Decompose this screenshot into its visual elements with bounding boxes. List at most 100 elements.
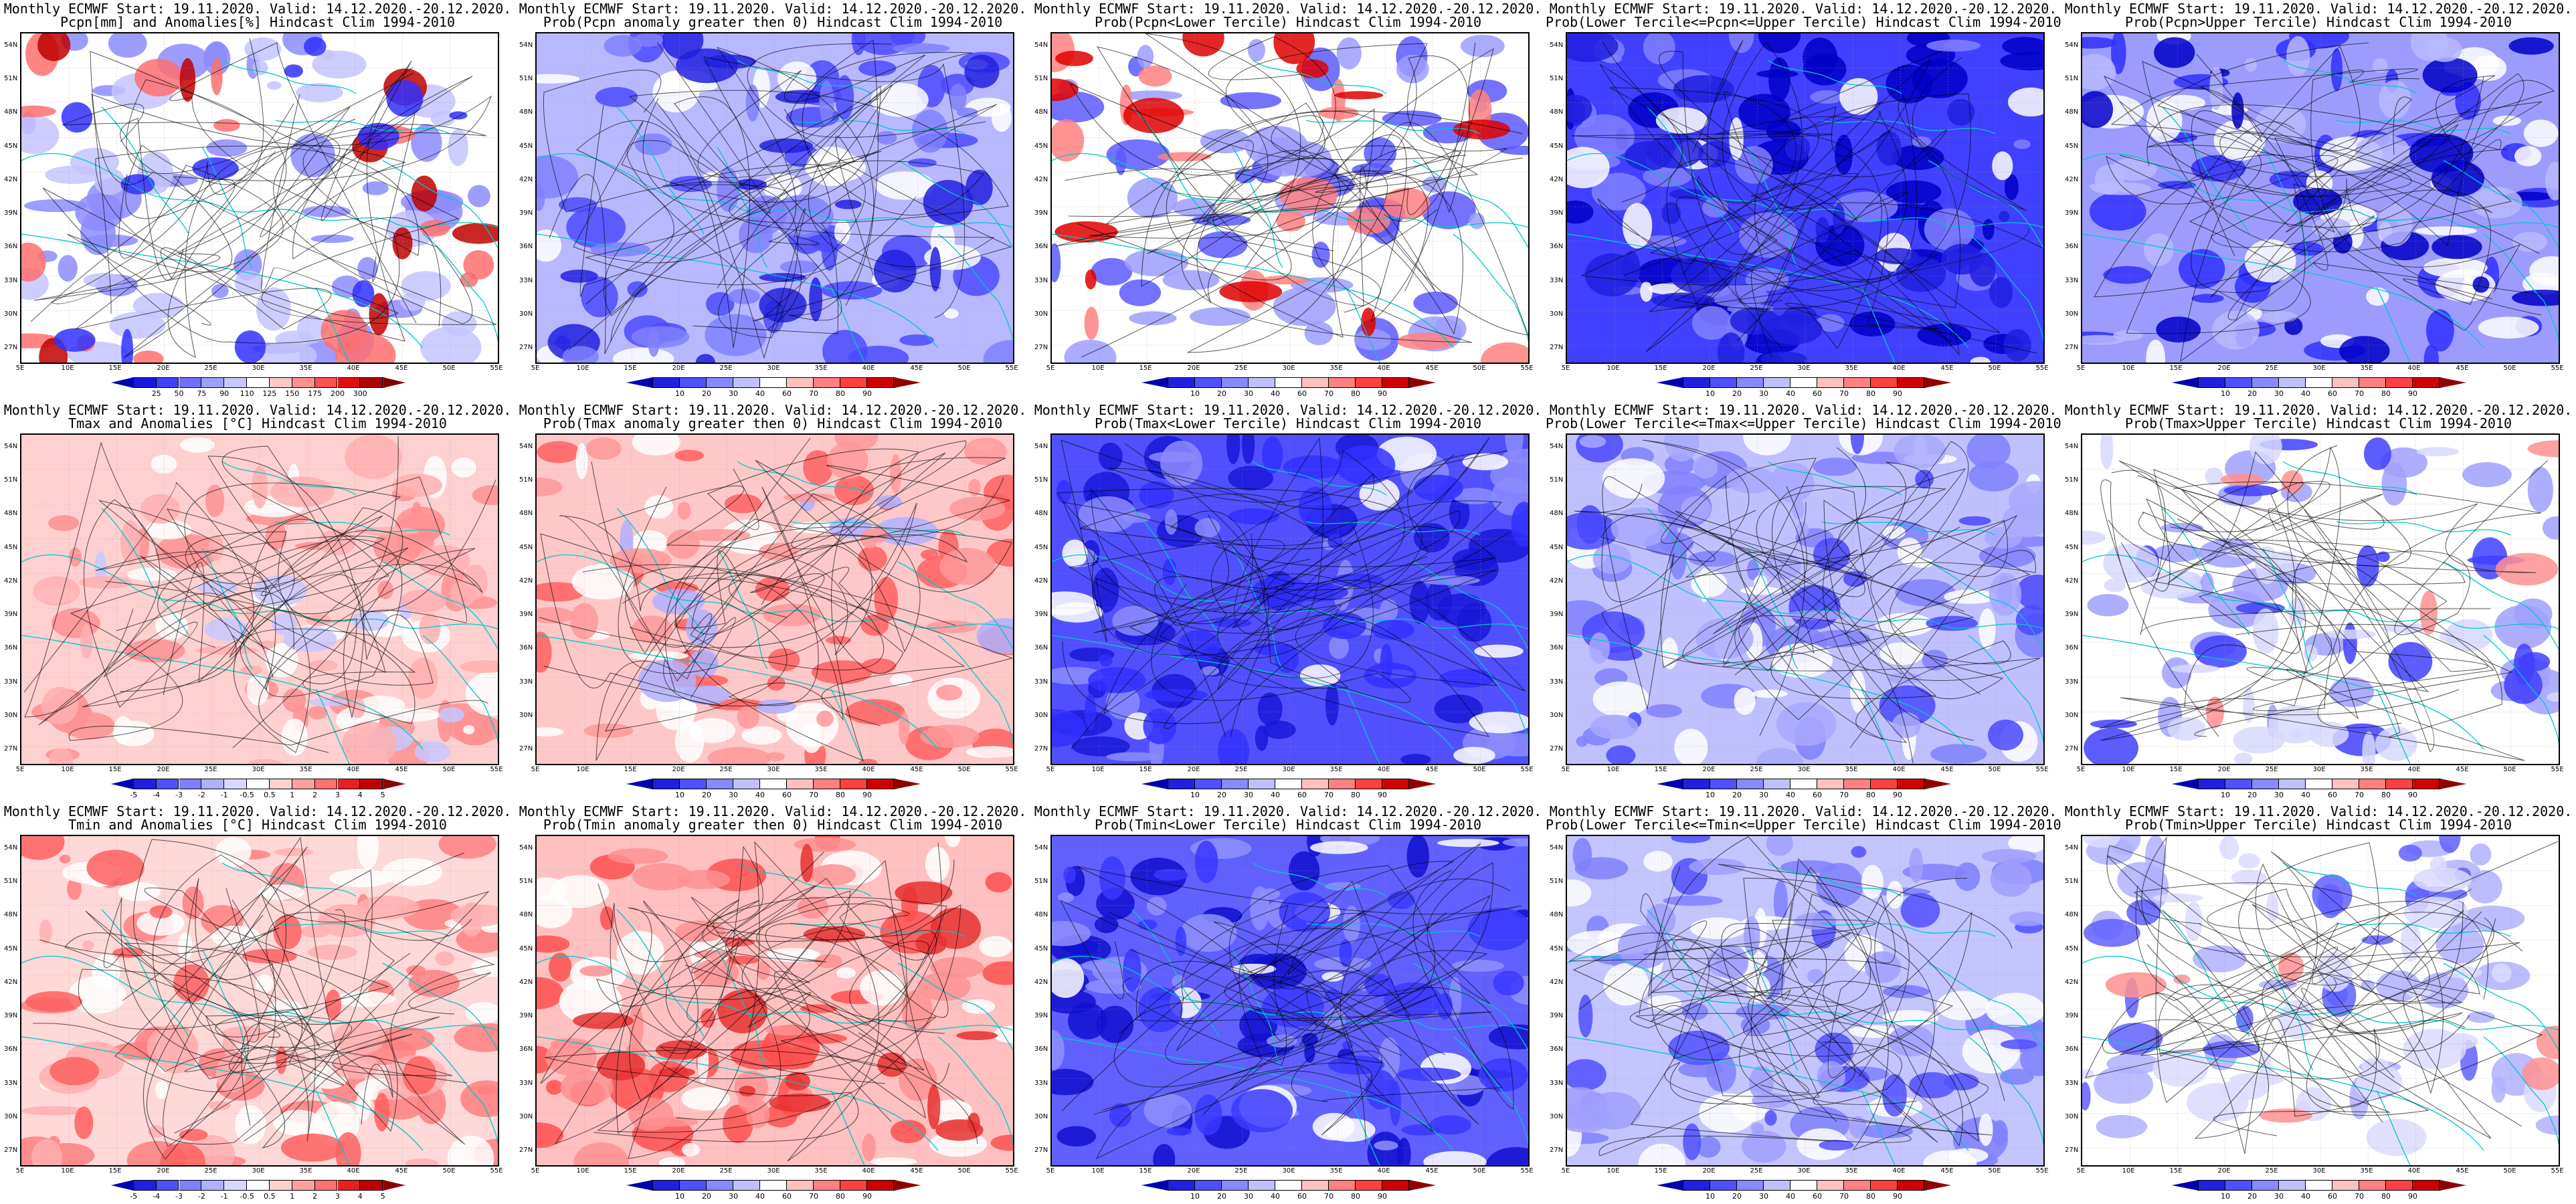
panel-title-line1: Monthly ECMWF Start: 19.11.2020. Valid: … [2064,402,2573,418]
panel-title-line2: Tmax and Anomalies [°C] Hindcast Clim 19… [68,415,447,431]
lon-tick-label: 45E [395,365,408,372]
lon-tick-label: 30E [252,1167,265,1175]
colorbar-swatch [2279,1180,2306,1191]
lat-tick-label: 45N [1034,544,1048,551]
lon-tick-label: 5E [2076,766,2086,773]
graticule [537,836,1013,1165]
colorbar-swatch [269,377,292,388]
lon-tick-label: 10E [1091,365,1105,372]
lon-tick-label: 20E [2217,365,2231,372]
panel-title-line2: Prob(Lower Tercile<=Tmin<=Upper Tercile)… [1546,817,2061,833]
map-canvas [1567,33,2043,363]
colorbar-swatch [1790,377,1817,388]
panel-title-line2: Prob(Tmin>Upper Tercile) Hindcast Clim 1… [2125,817,2512,833]
lat-tick-label: 30N [519,712,533,719]
lat-tick-label: 30N [519,310,533,318]
colorbar-label: 80 [2381,791,2391,799]
colorbar-label: 150 [285,389,300,398]
lon-tick-label: 5E [15,1167,25,1175]
lon-tick-label: 15E [108,766,122,773]
contours [1055,33,1528,358]
colorbar-swatch [1222,779,1249,789]
lat-tick-label: 30N [4,1113,18,1120]
colorbar-label: 30 [2274,389,2284,398]
colorbar-label: 40 [755,791,765,799]
lat-tick-label: 48N [2065,510,2079,517]
contours [1568,836,2013,1157]
lon-tick-label: 40E [347,365,360,372]
lat-tick-label: 54N [1034,443,1048,450]
colorbar-label: 10 [2221,791,2230,799]
lon-tick-label: 25E [2265,1167,2278,1175]
colorbar-label: 40 [755,389,765,398]
colorbar-swatch [1329,1180,1356,1191]
colorbar-label: 30 [729,389,738,398]
map-canvas [21,435,498,764]
lon-tick-label: 55E [2551,365,2564,372]
colorbar-label: 5 [380,1192,385,1201]
colorbar-label: 80 [1866,389,1875,398]
colorbar [1141,377,1436,388]
panel-title-line1: Monthly ECMWF Start: 19.11.2020. Valid: … [2064,1,2573,17]
lon-tick-label: 15E [624,1167,637,1175]
colorbar-swatch [2199,377,2225,388]
colorbar-swatch [867,377,894,388]
lat-tick-label: 27N [1550,344,1564,351]
colorbar-swatch [1249,779,1275,789]
colorbar [2172,1180,2466,1191]
lon-tick-label: 15E [1139,365,1152,372]
colorbar-label: 10 [1190,1192,1200,1201]
colorbar-swatch [2413,1180,2440,1191]
colorbar-label: 90 [2408,1192,2417,1201]
lon-tick-label: 45E [395,1167,408,1175]
lon-tick-label: 10E [61,1167,74,1175]
lat-tick-label: 36N [519,644,533,651]
panel-title-line1: Monthly ECMWF Start: 19.11.2020. Valid: … [1034,803,1542,819]
map-panel: Monthly ECMWF Start: 19.11.2020. Valid: … [0,0,515,401]
map-panel: Monthly ECMWF Start: 19.11.2020. Valid: … [2061,0,2576,401]
colorbar-label: 20 [1217,791,1226,799]
colorbar-swatch [1356,779,1382,789]
lon-tick-label: 40E [2407,766,2421,773]
coastlines [1567,60,2043,363]
anomaly-field [21,33,498,363]
colorbar-swatch [292,1180,315,1191]
lat-tick-label: 36N [1550,644,1564,651]
colorbar-swatch [2440,779,2466,789]
panel-title-line2: Prob(Tmax<Lower Tercile) Hindcast Clim 1… [1095,415,1481,431]
lat-tick-label: 33N [1034,1080,1048,1087]
anomaly-field [2082,33,2559,363]
colorbar-label: 20 [702,791,711,799]
panel-title-line2: Prob(Tmin anomaly greater then 0) Hindca… [543,817,1003,833]
lon-tick-label: 10E [1091,1167,1105,1175]
colorbar-swatch [383,1180,405,1191]
colorbar-swatch [2225,1180,2252,1191]
lat-tick-label: 48N [2065,108,2079,116]
lat-tick-label: 45N [2065,142,2079,150]
lon-tick-label: 30E [2312,766,2326,773]
lat-tick-label: 27N [1034,745,1048,752]
lon-tick-label: 20E [157,365,170,372]
lon-tick-label: 55E [2551,1167,2564,1175]
colorbar-label: 70 [1839,791,1849,799]
colorbar-label: 90 [1378,791,1387,799]
panel-title-line1: Monthly ECMWF Start: 19.11.2020. Valid: … [3,1,512,17]
lat-tick-label: 54N [519,41,533,49]
colorbar-swatch [894,779,921,789]
lat-tick-label: 30N [4,712,18,719]
lon-tick-label: 5E [531,766,540,773]
colorbar-swatch [133,377,157,388]
lon-tick-label: 15E [108,365,122,372]
colorbar-swatch [1275,1180,1302,1191]
lat-tick-label: 30N [2065,310,2079,318]
lon-tick-label: 5E [1561,766,1570,773]
lon-tick-label: 55E [490,1167,503,1175]
lon-tick-label: 50E [1988,1167,2001,1175]
colorbar-swatch [2279,779,2306,789]
colorbar-label: 1 [290,791,295,799]
colorbar-swatch [247,779,270,789]
lon-tick-label: 25E [719,766,733,773]
coastlines [1567,461,2043,764]
lon-tick-label: 45E [2456,766,2469,773]
lon-tick-label: 45E [395,766,408,773]
